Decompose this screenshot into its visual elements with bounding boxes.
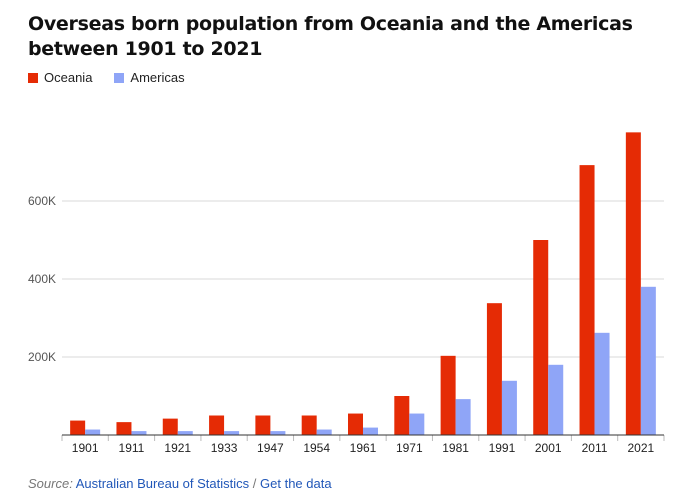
- x-tick-label: 1901: [72, 441, 99, 455]
- bar-americas-1947: [270, 431, 286, 435]
- bar-americas-1981: [455, 399, 471, 435]
- x-tick-label: 1954: [303, 441, 330, 455]
- legend-swatch-americas: [114, 72, 125, 83]
- bar-oceania-1901: [70, 420, 86, 435]
- x-tick-label: 1971: [396, 441, 423, 455]
- x-tick-label: 1933: [211, 441, 238, 455]
- x-tick-label: 1911: [119, 441, 145, 455]
- x-tick-label: 1991: [489, 441, 516, 455]
- bar-oceania-1933: [209, 415, 225, 435]
- x-tick-label: 1961: [350, 441, 377, 455]
- chart-title: Overseas born population from Oceania an…: [28, 13, 633, 60]
- bar-oceania-1991: [486, 303, 502, 435]
- y-tick-label: 600K: [28, 194, 56, 208]
- legend-item-americas: Americas: [114, 70, 185, 85]
- bar-americas-2011: [594, 332, 610, 435]
- source-line: Source: Australian Bureau of Statistics …: [28, 476, 332, 491]
- bar-oceania-1921: [162, 418, 178, 435]
- bar-americas-1954: [316, 429, 332, 435]
- bar-americas-1991: [501, 380, 517, 435]
- source-label: Source:: [28, 476, 73, 491]
- bar-americas-1933: [224, 431, 240, 435]
- x-tick-label: 2001: [535, 441, 562, 455]
- legend-swatch-oceania: [28, 72, 38, 83]
- bar-oceania-1981: [440, 355, 456, 435]
- bar-americas-1901: [85, 429, 101, 435]
- legend: Oceania Americas: [28, 70, 207, 85]
- bar-americas-1961: [363, 427, 378, 435]
- bar-oceania-1954: [301, 415, 317, 435]
- bar-oceania-1911: [116, 422, 132, 435]
- source-link[interactable]: Australian Bureau of Statistics: [75, 476, 250, 491]
- legend-label-americas: Americas: [130, 70, 185, 85]
- x-tick-label: 1981: [442, 441, 469, 455]
- bar-oceania-2021: [625, 132, 641, 436]
- legend-label-oceania: Oceania: [44, 70, 93, 85]
- bar-oceania-1971: [394, 396, 410, 435]
- x-tick-label: 1947: [257, 441, 284, 455]
- bar-oceania-2001: [533, 240, 549, 435]
- get-the-data-link[interactable]: Get the data: [260, 476, 332, 491]
- source-separator: /: [252, 476, 257, 491]
- bar-chart: 200K 400K 600K 1901 1911 1921 1933 1947 1954 1961…: [28, 132, 665, 455]
- bar-americas-1911: [131, 431, 147, 435]
- y-tick-label: 200K: [28, 350, 56, 364]
- bar-oceania-1961: [348, 413, 363, 435]
- bar-oceania-1947: [255, 415, 271, 435]
- legend-item-oceania: Oceania: [28, 70, 92, 85]
- bar-oceania-2011: [579, 165, 595, 435]
- y-tick-label: 400K: [28, 272, 56, 286]
- x-tick-label: 2021: [627, 441, 654, 455]
- bar-americas-2021: [640, 286, 656, 435]
- x-tick-label: 1921: [164, 441, 191, 455]
- bar-americas-1921: [177, 431, 193, 435]
- bar-americas-2001: [548, 364, 564, 435]
- x-tick-label: 2011: [582, 441, 608, 455]
- bar-americas-1971: [409, 413, 425, 435]
